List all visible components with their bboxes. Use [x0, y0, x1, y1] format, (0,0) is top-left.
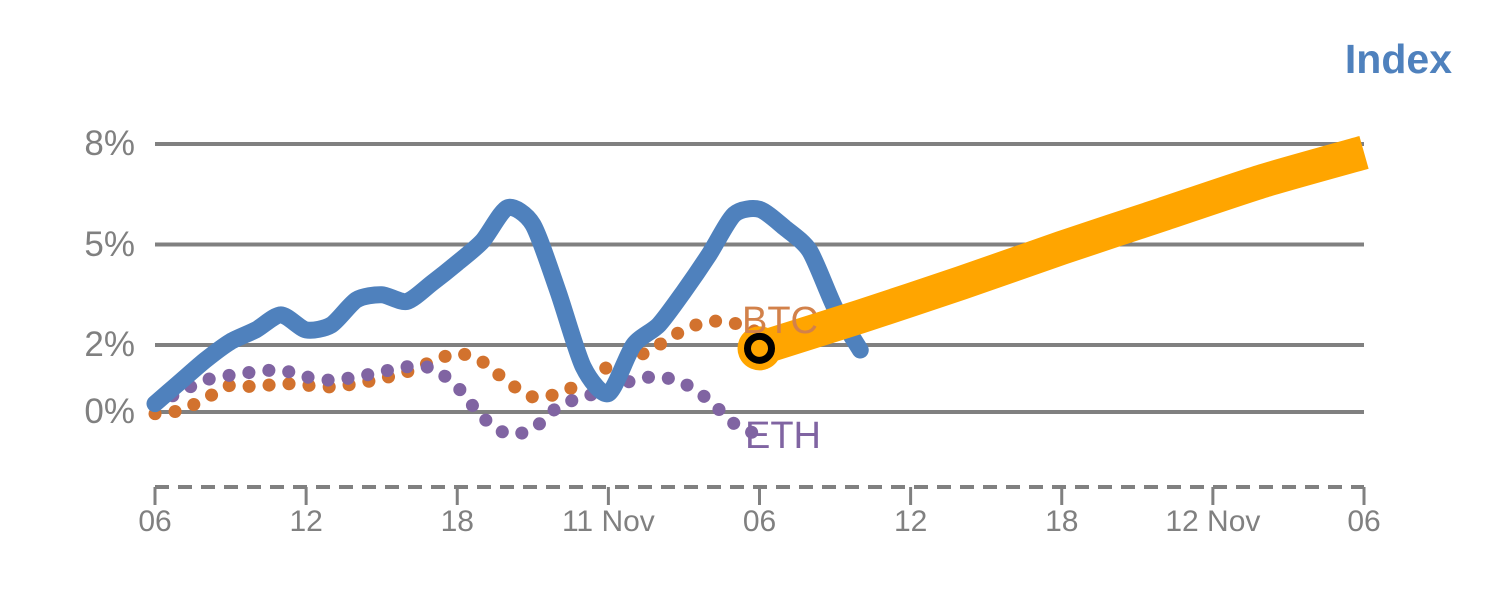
x-tick-label: 11 Nov	[561, 505, 655, 538]
series-layer	[146, 136, 1369, 442]
marker-ring	[744, 332, 775, 364]
x-tick-label: 12	[893, 505, 928, 538]
series-label-btc: BTC	[742, 300, 818, 342]
page-title: Index	[1344, 36, 1452, 82]
x-axis	[153, 485, 1366, 505]
x-tick-label: 18	[1045, 505, 1079, 538]
marker-disc[interactable]	[737, 326, 782, 371]
x-tick-label: 12 Nov	[1165, 505, 1261, 538]
series-label-eth: ETH	[745, 415, 821, 457]
series-band-forecast	[754, 136, 1369, 365]
x-tick-label: 06	[1347, 505, 1381, 538]
y-tick-label: 5%	[84, 224, 135, 264]
y-tick-label: 2%	[84, 325, 135, 364]
y-tick-label: 8%	[84, 124, 135, 163]
x-tick-label: 06	[138, 505, 172, 538]
x-tick-label: 06	[742, 505, 777, 538]
x-tick-label: 18	[440, 505, 474, 538]
gridlines	[155, 142, 1364, 414]
current-value-marker[interactable]	[737, 326, 782, 371]
x-tick-label: 12	[289, 505, 323, 538]
series-line-eth	[148, 359, 766, 442]
y-tick-label: 0%	[84, 392, 135, 431]
series-line-index	[146, 198, 869, 413]
series-line-btc	[148, 314, 766, 421]
